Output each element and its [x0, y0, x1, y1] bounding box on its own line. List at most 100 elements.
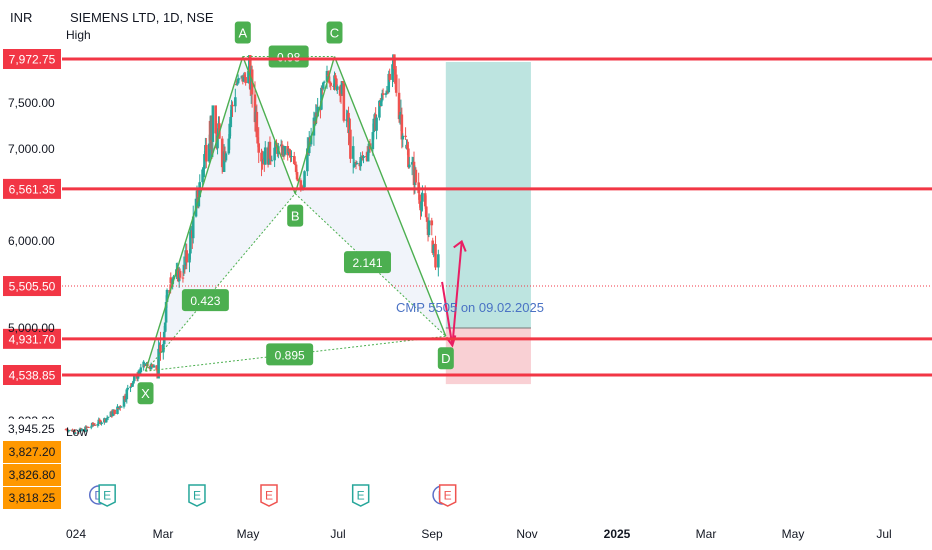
candle-body: [96, 424, 100, 426]
candle-body: [414, 169, 418, 183]
candle-body: [268, 141, 272, 159]
candle-body: [255, 111, 259, 138]
projection-arrowhead: [453, 239, 467, 252]
low-tag-label: 3,945.25: [8, 422, 55, 436]
candle-body: [407, 148, 410, 168]
candle-body: [393, 54, 396, 70]
candle-body: [294, 164, 298, 173]
candle-body: [341, 81, 345, 84]
candle-body: [362, 156, 365, 158]
candle-body: [224, 153, 228, 161]
candle-body: [247, 70, 250, 84]
candle-body: [182, 264, 186, 273]
candle-body: [155, 365, 159, 370]
point-badge-X: [137, 382, 154, 405]
candle-body: [244, 77, 247, 84]
x-tick-label: May: [237, 527, 260, 541]
candle-body: [391, 64, 394, 80]
axes: 7,500.007,000.006,000.005,000.003,933.30…: [3, 96, 892, 541]
candle-body: [111, 411, 115, 416]
candle-body: [283, 146, 287, 155]
earnings-marker-label: E: [265, 489, 273, 503]
y-tick-label: 7,000.00: [8, 142, 55, 156]
candle-body: [314, 112, 318, 124]
candle-body: [172, 276, 175, 280]
x-tick-label: Sep: [421, 527, 443, 541]
candle-body: [106, 416, 110, 418]
earnings-marker: [260, 484, 278, 507]
candle-body: [316, 106, 319, 117]
candle-body: [242, 74, 246, 82]
candle-body: [91, 423, 95, 426]
candle-body: [197, 197, 201, 207]
orange-price-label: 3,826.80: [9, 468, 56, 482]
candle-body: [157, 348, 160, 379]
candle-body: [421, 193, 424, 202]
candle-body: [123, 396, 127, 400]
candle-body: [384, 93, 388, 95]
candle-body: [253, 94, 257, 123]
candle-body: [165, 289, 169, 302]
horizontal-levels: 7,972.75 6,561.35 5,505.50 4,931.70 4,538.85…: [3, 28, 932, 385]
candle-body: [295, 172, 299, 180]
cmp-annotation: CMP 5505 on 09.02.2025: [396, 300, 544, 315]
candle-body: [178, 270, 182, 278]
candle-body: [393, 69, 397, 75]
x-tick-label: Mar: [696, 527, 717, 541]
level-tag: [3, 365, 61, 385]
candle-body: [122, 396, 126, 407]
earnings-marker: [188, 484, 206, 507]
candle-body: [211, 105, 215, 142]
candle-body: [263, 147, 267, 165]
candle-body: [201, 169, 204, 183]
candle-body: [359, 156, 362, 167]
candle-body: [321, 82, 325, 89]
candle-body: [381, 93, 385, 95]
x-tick-label: 024: [66, 527, 86, 541]
low-tag: [3, 419, 61, 438]
candle-body: [152, 365, 156, 368]
candle-body: [87, 426, 90, 428]
candle-body: [420, 201, 423, 211]
pattern-leg-BC: [294, 56, 336, 194]
candle-body: [222, 151, 226, 172]
x-tick-label: May: [782, 527, 805, 541]
ratio-label: 0.423: [190, 294, 220, 308]
x-tick-label: 2025: [604, 527, 631, 541]
candle-body: [270, 160, 274, 162]
candle-body: [394, 74, 398, 93]
candle-body: [131, 383, 134, 387]
candle-body: [424, 206, 428, 218]
candle-body: [355, 162, 359, 164]
candle-body: [230, 104, 233, 117]
candle-body: [234, 97, 237, 107]
candle-body: [327, 75, 331, 83]
candle-body: [169, 277, 173, 284]
level-tag: [3, 178, 61, 199]
candle-body: [214, 105, 217, 134]
candle-body: [273, 147, 276, 161]
candle-body: [257, 143, 261, 153]
candle-body: [432, 244, 435, 253]
candle-body: [77, 430, 81, 432]
candle-body: [150, 364, 154, 367]
candle-body: [132, 375, 136, 382]
candle-body: [410, 162, 414, 165]
candle-body: [425, 217, 429, 222]
candle-body: [398, 115, 402, 120]
candle-body: [202, 168, 205, 170]
point-badge-A: [234, 21, 251, 44]
point-label-X: X: [141, 386, 150, 401]
candle-body: [113, 409, 116, 415]
candle-body: [351, 146, 355, 159]
candle-body: [191, 216, 195, 239]
pattern-leg-XA: [144, 56, 244, 372]
candle-body: [188, 253, 191, 263]
candle-body: [129, 386, 132, 388]
candle-body: [124, 399, 128, 401]
candle-body: [320, 87, 323, 110]
candle-body: [164, 301, 168, 323]
candle-body: [290, 155, 293, 157]
candle-body: [345, 119, 348, 121]
